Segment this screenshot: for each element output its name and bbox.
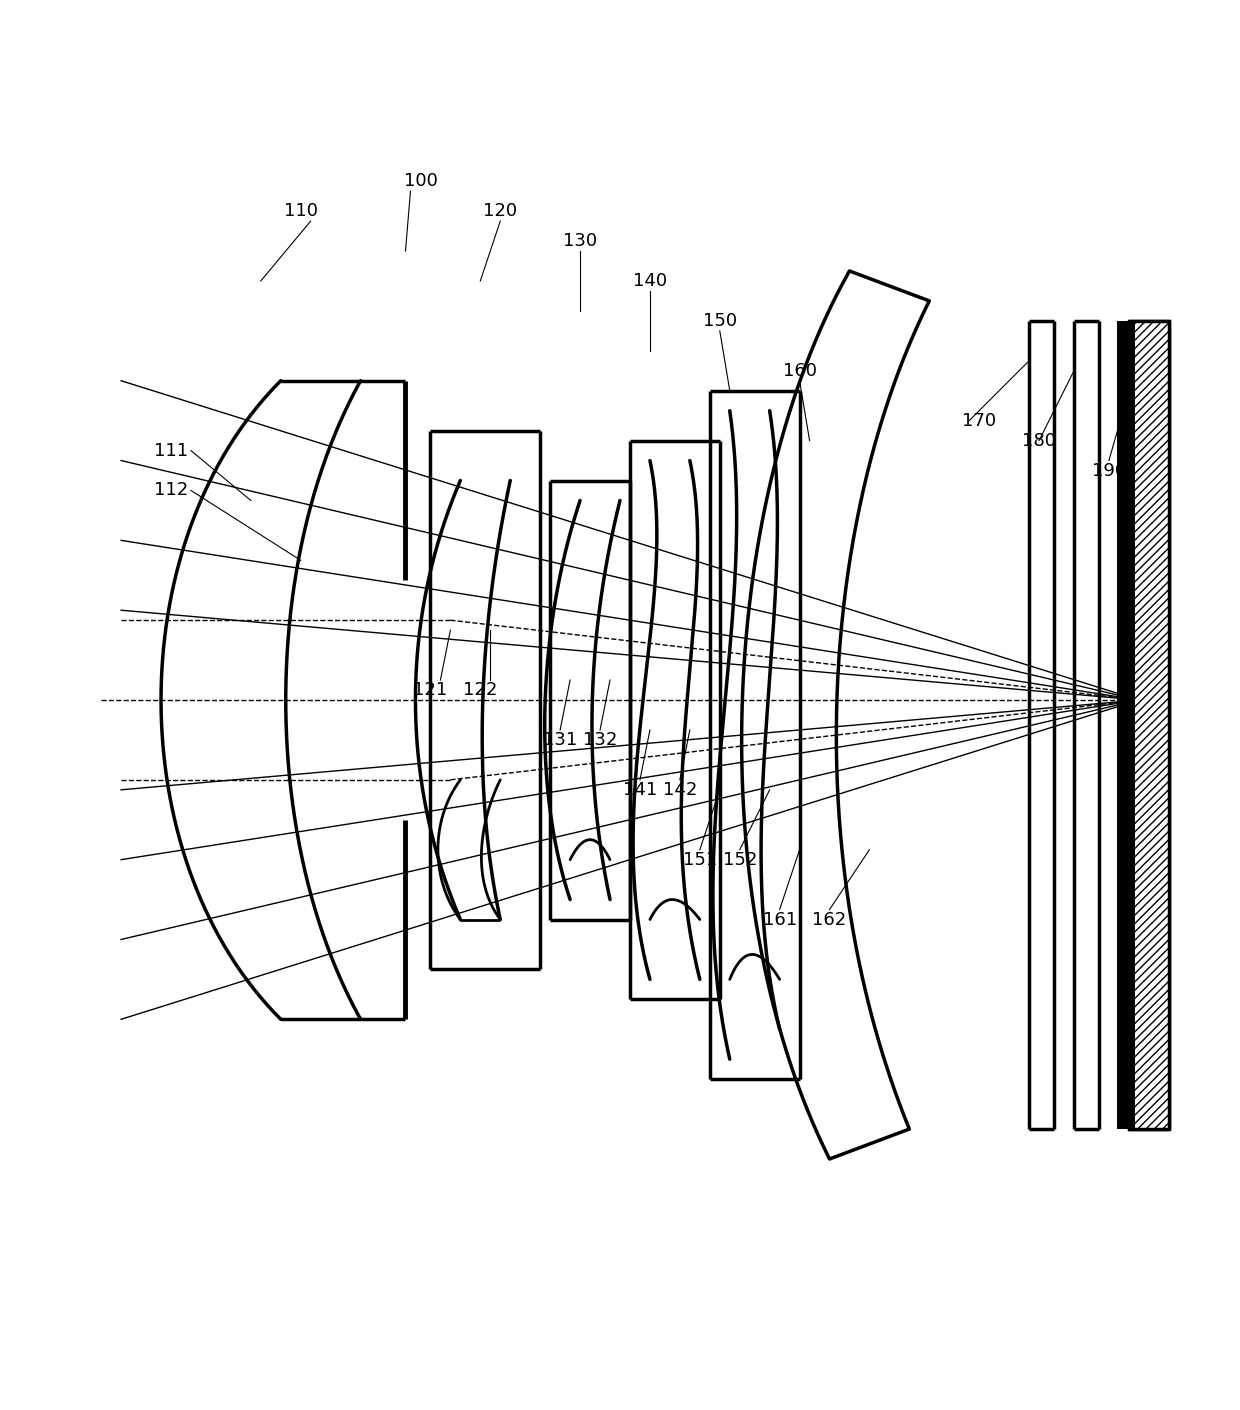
Bar [1117,321,1135,1129]
Text: 112: 112 [154,481,188,499]
Text: 162: 162 [812,911,847,929]
Text: 170: 170 [962,412,996,430]
Text: 180: 180 [1022,431,1056,450]
Text: 141: 141 [622,781,657,799]
Text: 131: 131 [543,730,578,749]
Text: 110: 110 [284,202,317,220]
Text: 100: 100 [403,172,438,190]
Text: 140: 140 [632,272,667,290]
Text: 151: 151 [683,850,717,869]
Text: 122: 122 [463,681,497,699]
Text: 161: 161 [763,911,797,929]
Text: 160: 160 [782,362,817,379]
Text: 150: 150 [703,312,737,330]
Text: 132: 132 [583,730,618,749]
Text: 121: 121 [413,681,448,699]
Text: 120: 120 [484,202,517,220]
Text: 152: 152 [723,850,756,869]
Text: 190: 190 [1092,461,1126,479]
Text: 111: 111 [154,441,188,460]
Text: 142: 142 [662,781,697,799]
Text: 130: 130 [563,233,598,250]
Bar [1128,321,1169,1129]
